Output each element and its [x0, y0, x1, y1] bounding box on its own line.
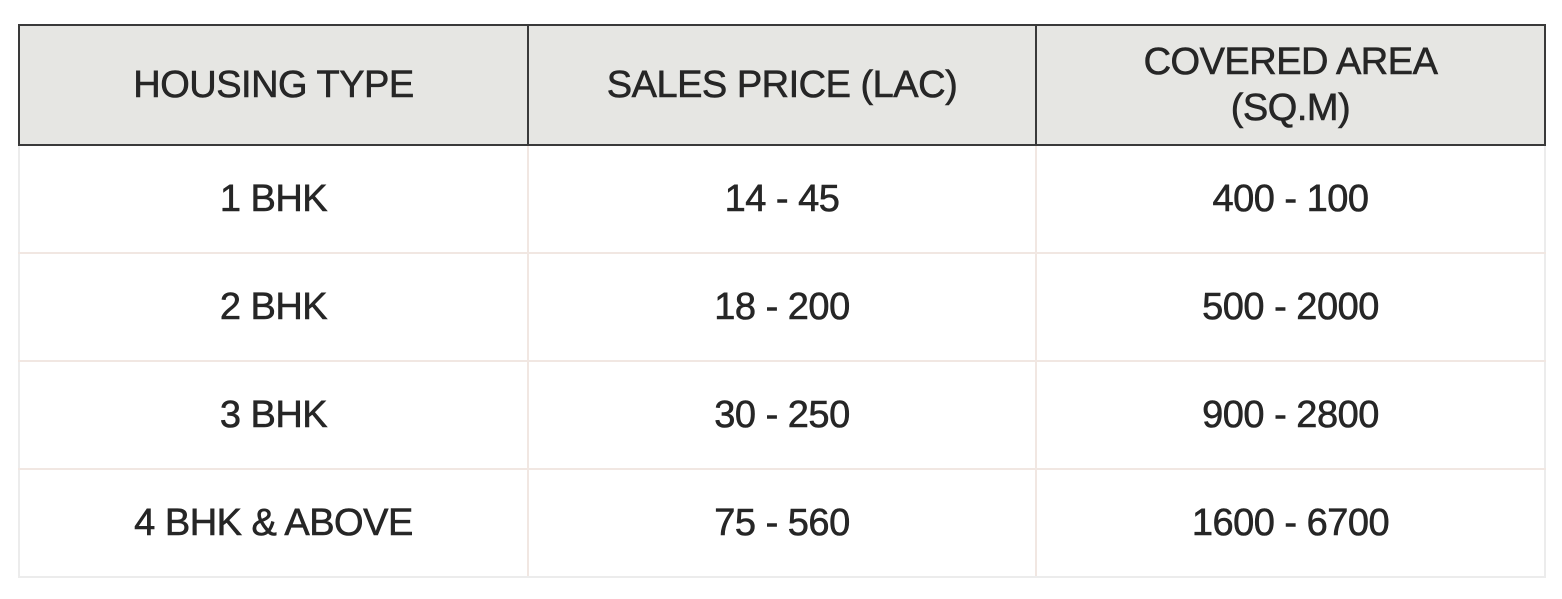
cell-sales-price: 75 - 560 [527, 468, 1037, 578]
table-row: 1 BHK 14 - 45 400 - 100 [18, 144, 1546, 254]
cell-sales-price: 30 - 250 [527, 360, 1037, 470]
cell-sales-price: 14 - 45 [527, 144, 1037, 254]
cell-covered-area: 400 - 100 [1035, 144, 1546, 254]
header-covered-area: COVERED AREA (SQ.M) [1035, 24, 1546, 146]
table-row: 4 BHK & ABOVE 75 - 560 1600 - 6700 [18, 468, 1546, 578]
cell-housing-type: 1 BHK [18, 144, 529, 254]
housing-price-table: HOUSING TYPE SALES PRICE (LAC) COVERED A… [18, 24, 1546, 578]
header-housing-type: HOUSING TYPE [18, 24, 529, 146]
table-row: 2 BHK 18 - 200 500 - 2000 [18, 252, 1546, 362]
cell-covered-area: 500 - 2000 [1035, 252, 1546, 362]
cell-covered-area: 1600 - 6700 [1035, 468, 1546, 578]
cell-housing-type: 2 BHK [18, 252, 529, 362]
cell-housing-type: 3 BHK [18, 360, 529, 470]
header-row: HOUSING TYPE SALES PRICE (LAC) COVERED A… [18, 24, 1546, 146]
header-covered-area-line2: (SQ.M) [1230, 87, 1351, 130]
table-body: 1 BHK 14 - 45 400 - 100 2 BHK 18 - 200 5… [18, 144, 1546, 578]
cell-covered-area: 900 - 2800 [1035, 360, 1546, 470]
cell-housing-type: 4 BHK & ABOVE [18, 468, 529, 578]
table-header: HOUSING TYPE SALES PRICE (LAC) COVERED A… [18, 24, 1546, 146]
cell-sales-price: 18 - 200 [527, 252, 1037, 362]
header-sales-price: SALES PRICE (LAC) [527, 24, 1037, 146]
table-row: 3 BHK 30 - 250 900 - 2800 [18, 360, 1546, 470]
header-covered-area-line1: COVERED AREA [1143, 41, 1438, 84]
